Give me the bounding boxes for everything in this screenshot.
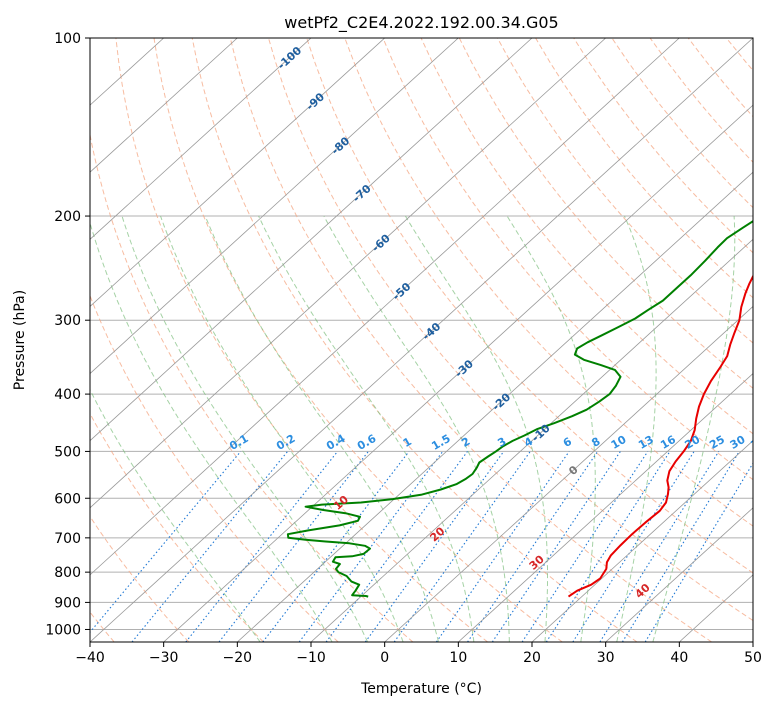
dry-adiabat <box>268 38 753 622</box>
isotherm-line <box>310 238 753 642</box>
pressure-gridlines <box>90 38 753 630</box>
mixing-ratio-line <box>621 451 740 642</box>
mixing-ratio-line <box>185 451 339 642</box>
mixing-ratio-line <box>599 451 720 642</box>
moist-adiabats <box>90 215 736 642</box>
mixing-ratio-line <box>467 451 599 642</box>
x-tick-label: 50 <box>744 650 762 666</box>
y-tick-label: 500 <box>54 444 81 460</box>
moist-adiabat <box>160 215 404 642</box>
isotherm-line <box>90 38 385 308</box>
isotherm-line <box>90 38 533 442</box>
moist-adiabat <box>258 215 475 642</box>
y-tick-label: 300 <box>54 313 81 329</box>
isotherm-line <box>90 38 312 240</box>
isotherm-line <box>90 38 753 642</box>
y-tick-label: 900 <box>54 595 81 611</box>
x-tick-label: −10 <box>296 650 326 666</box>
dry-adiabat <box>229 38 712 642</box>
chart-title: wetPf2_C2E4.2022.192.00.34.G05 <box>284 13 558 33</box>
isotherm-line <box>90 38 606 509</box>
dry-adiabat <box>306 38 753 574</box>
mixing-ratio-label: 36 <box>748 433 768 452</box>
x-tick-label: 20 <box>523 650 541 666</box>
mixing-ratio-line <box>90 451 242 634</box>
mixing-ratio-line <box>435 451 570 642</box>
profile-series <box>286 220 753 598</box>
dewpoint-profile <box>286 220 753 598</box>
moist-adiabat <box>616 215 657 642</box>
x-tick-label: −40 <box>75 650 105 666</box>
y-tick-label: 100 <box>54 31 81 47</box>
mixing-ratio-line <box>364 451 505 642</box>
temperature-profile <box>567 274 753 598</box>
x-tick-label: 0 <box>380 650 389 666</box>
y-tick-label: 200 <box>54 209 81 225</box>
moist-adiabat <box>404 215 548 642</box>
x-tick-label: −30 <box>149 650 179 666</box>
isotherms <box>90 38 753 642</box>
y-axis-title: Pressure (hPa) <box>12 290 28 390</box>
x-tick-label: −20 <box>223 650 253 666</box>
isotherm-line <box>605 507 753 642</box>
dry-adiabat <box>153 38 563 642</box>
mixing-ratio-line <box>131 451 289 642</box>
dry-adiabat <box>496 38 753 344</box>
mixing-ratio-line <box>262 451 410 642</box>
y-tick-label: 700 <box>54 531 81 547</box>
dry-adiabat <box>115 38 488 642</box>
moist-adiabat <box>204 215 439 642</box>
moist-adiabat <box>121 215 369 642</box>
y-tick-label: 400 <box>54 387 81 403</box>
isotherm-line <box>237 171 753 642</box>
dry-adiabat <box>535 38 753 299</box>
y-tick-label: 600 <box>54 491 81 507</box>
mixing-ratio-line <box>572 451 695 642</box>
isotherm-line <box>384 305 753 642</box>
isotherm-line <box>90 38 238 173</box>
mixing-ratio-line <box>218 451 369 642</box>
mixing-ratio-line <box>644 462 753 642</box>
x-tick-label: 40 <box>670 650 688 666</box>
isotherm-line <box>90 38 459 375</box>
isotherm-line <box>458 372 753 642</box>
y-tick-label: 800 <box>54 565 81 581</box>
moist-adiabat <box>506 215 596 642</box>
x-axis-title: Temperature (°C) <box>360 681 482 697</box>
dry-adiabat <box>420 38 753 435</box>
x-tick-label: 30 <box>597 650 615 666</box>
moist-adiabat <box>90 221 333 642</box>
mixing-ratio-lines <box>90 451 753 642</box>
plot-frame <box>89 37 754 643</box>
y-tick-label: 1000 <box>45 622 81 638</box>
axis-ticks: −40 −30 −20 −10 0 10 20 30 40 50 100 200 300 400 500 60… <box>45 31 762 666</box>
x-tick-label: 10 <box>449 650 467 666</box>
mixing-ratio-line <box>393 451 531 642</box>
isotherm-line <box>531 440 753 642</box>
dry-adiabat <box>90 412 264 642</box>
isotherm-line <box>90 38 680 576</box>
mixing-ratio-line <box>545 451 671 642</box>
isotherm-line <box>163 104 753 642</box>
moist-adiabat <box>652 215 736 642</box>
